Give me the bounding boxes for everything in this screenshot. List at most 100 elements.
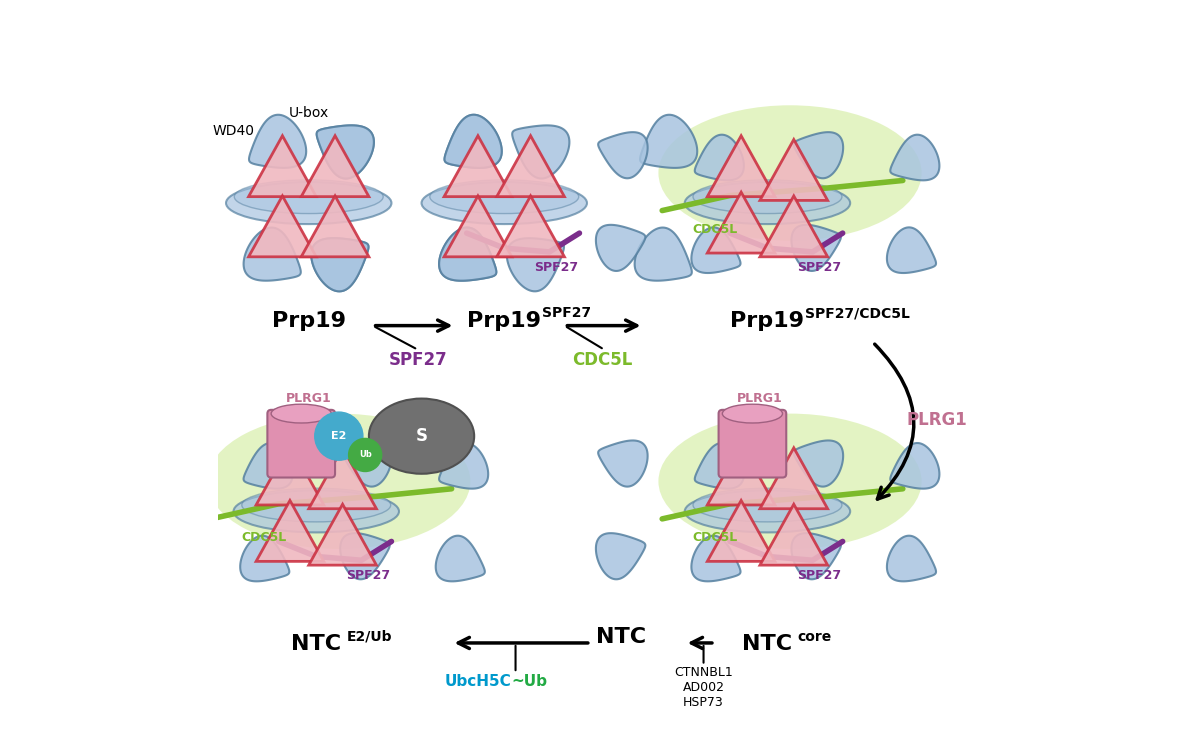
Ellipse shape xyxy=(233,490,400,532)
Text: CTNNBL1
AD002
HSP73: CTNNBL1 AD002 HSP73 xyxy=(674,666,732,708)
Text: SPF27: SPF27 xyxy=(389,350,447,368)
Polygon shape xyxy=(445,115,502,168)
Polygon shape xyxy=(891,443,939,489)
Polygon shape xyxy=(121,126,178,178)
Polygon shape xyxy=(256,444,323,505)
Text: NTC: NTC xyxy=(742,635,793,654)
Polygon shape xyxy=(887,535,936,581)
Ellipse shape xyxy=(422,182,587,224)
Polygon shape xyxy=(145,533,194,579)
Ellipse shape xyxy=(659,105,921,241)
Ellipse shape xyxy=(234,180,383,214)
Text: Ub: Ub xyxy=(359,450,371,459)
Polygon shape xyxy=(707,193,775,253)
Polygon shape xyxy=(707,444,775,505)
Polygon shape xyxy=(445,135,511,196)
Polygon shape xyxy=(342,441,392,487)
Polygon shape xyxy=(760,196,828,257)
Polygon shape xyxy=(691,227,741,273)
Polygon shape xyxy=(512,126,570,178)
FancyBboxPatch shape xyxy=(268,410,335,478)
Ellipse shape xyxy=(226,182,391,224)
Polygon shape xyxy=(435,535,485,581)
Text: Prp19: Prp19 xyxy=(730,311,805,331)
Polygon shape xyxy=(707,135,775,196)
Text: Prp19: Prp19 xyxy=(467,311,541,331)
Circle shape xyxy=(348,438,382,472)
Polygon shape xyxy=(694,443,744,489)
Polygon shape xyxy=(249,115,307,168)
Ellipse shape xyxy=(693,488,842,522)
Polygon shape xyxy=(596,533,646,579)
Polygon shape xyxy=(340,533,390,579)
Polygon shape xyxy=(439,443,489,489)
Text: PLRG1: PLRG1 xyxy=(906,411,967,429)
Text: CDC5L: CDC5L xyxy=(692,532,737,544)
Polygon shape xyxy=(309,448,377,508)
Text: SPF27: SPF27 xyxy=(542,306,591,320)
Ellipse shape xyxy=(207,414,471,549)
Polygon shape xyxy=(691,535,741,581)
Polygon shape xyxy=(256,501,323,561)
Text: S: S xyxy=(415,427,428,445)
Polygon shape xyxy=(244,228,301,280)
Text: NTC: NTC xyxy=(596,627,646,647)
Polygon shape xyxy=(312,238,369,291)
Polygon shape xyxy=(316,126,373,178)
Polygon shape xyxy=(147,441,196,487)
Text: ~Ub: ~Ub xyxy=(511,674,548,689)
Text: SPF27: SPF27 xyxy=(798,569,842,582)
Text: PLRG1: PLRG1 xyxy=(737,393,782,405)
Polygon shape xyxy=(598,132,648,178)
Polygon shape xyxy=(312,238,369,291)
Text: PLRG1: PLRG1 xyxy=(285,393,332,405)
Text: SPF27/CDC5L: SPF27/CDC5L xyxy=(805,306,910,320)
Polygon shape xyxy=(497,135,565,196)
Ellipse shape xyxy=(685,182,850,224)
Ellipse shape xyxy=(369,399,474,474)
Polygon shape xyxy=(240,535,289,581)
Ellipse shape xyxy=(693,180,842,214)
FancyBboxPatch shape xyxy=(718,410,786,478)
Polygon shape xyxy=(707,501,775,561)
Text: CDC5L: CDC5L xyxy=(692,223,737,236)
Text: core: core xyxy=(798,629,832,644)
Text: WD40: WD40 xyxy=(213,124,254,138)
Polygon shape xyxy=(445,115,502,168)
Text: CDC5L: CDC5L xyxy=(572,350,633,368)
Polygon shape xyxy=(760,448,828,508)
Circle shape xyxy=(315,412,363,460)
Text: E2: E2 xyxy=(331,431,346,441)
Text: E2/Ub: E2/Ub xyxy=(346,629,392,644)
Text: UbcH5C: UbcH5C xyxy=(445,674,511,689)
Polygon shape xyxy=(635,228,692,280)
Polygon shape xyxy=(794,132,843,178)
Polygon shape xyxy=(507,238,564,291)
Ellipse shape xyxy=(271,405,332,423)
Ellipse shape xyxy=(429,180,579,214)
Polygon shape xyxy=(694,135,744,180)
Polygon shape xyxy=(792,225,841,271)
Polygon shape xyxy=(301,196,369,257)
Polygon shape xyxy=(316,126,373,178)
Polygon shape xyxy=(760,504,828,566)
Polygon shape xyxy=(794,441,843,487)
Polygon shape xyxy=(309,504,377,566)
Polygon shape xyxy=(439,228,496,280)
Polygon shape xyxy=(640,115,697,168)
Polygon shape xyxy=(244,443,292,489)
Polygon shape xyxy=(249,135,316,196)
Text: U-box: U-box xyxy=(289,105,329,120)
Ellipse shape xyxy=(659,414,921,549)
Polygon shape xyxy=(760,140,828,201)
Polygon shape xyxy=(439,228,496,280)
Polygon shape xyxy=(891,135,939,180)
Polygon shape xyxy=(792,533,841,579)
Polygon shape xyxy=(887,227,936,273)
Polygon shape xyxy=(497,196,565,257)
Text: Prp19: Prp19 xyxy=(272,311,346,331)
Polygon shape xyxy=(115,238,172,291)
Polygon shape xyxy=(598,441,648,487)
Polygon shape xyxy=(445,196,511,257)
Text: SPF27: SPF27 xyxy=(798,261,842,274)
